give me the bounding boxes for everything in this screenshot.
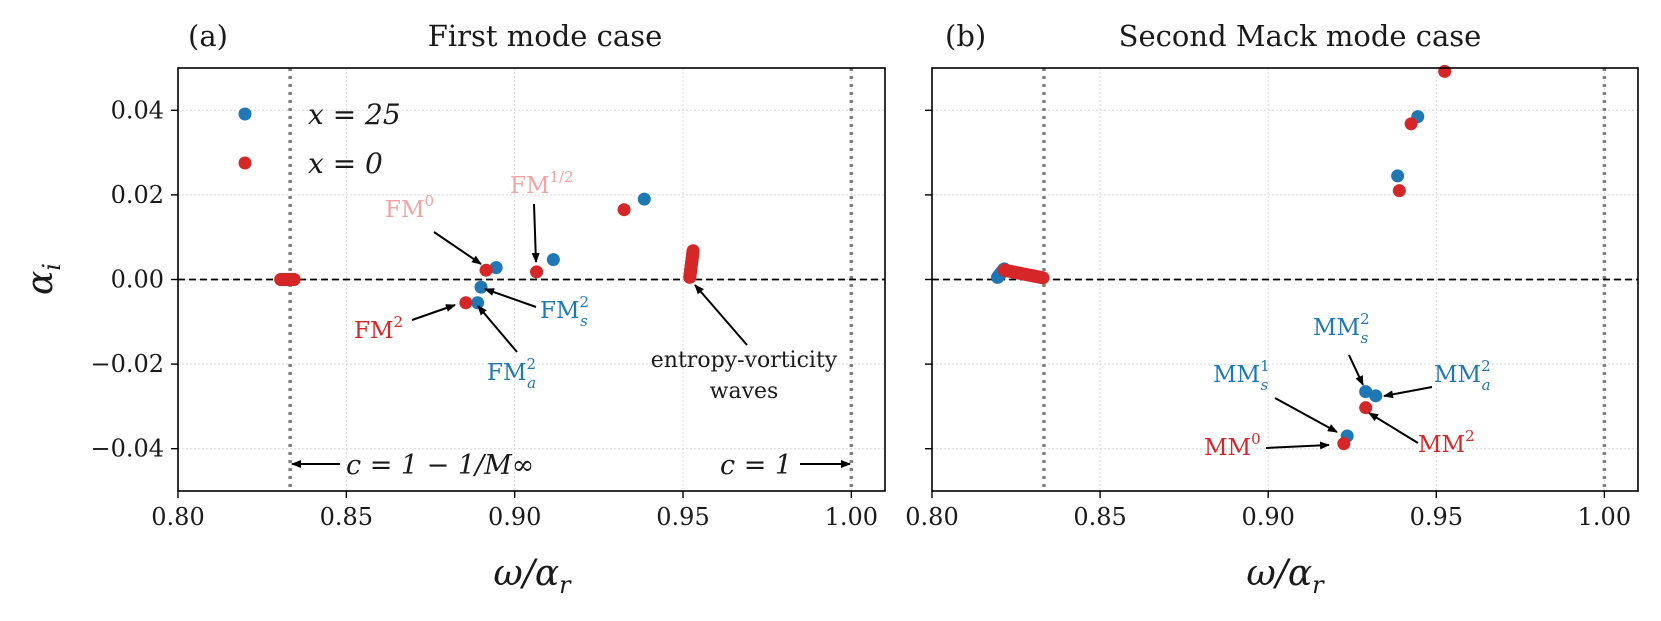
x-axis-label: ω/αr (1246, 553, 1325, 599)
legend-marker-x25 (238, 107, 252, 121)
data-point (1359, 401, 1373, 415)
label-fm2-red: FM2 (354, 313, 403, 344)
panel-title: First mode case (428, 19, 663, 53)
label-mm2-s: MM2 s (1313, 310, 1370, 347)
x-tick-label: 0.95 (1410, 503, 1463, 531)
data-marks (274, 192, 700, 310)
x-tick-label: 0.90 (1241, 503, 1294, 531)
panel-second-mack-mode: 0.80 0.85 0.90 0.95 1.00 (b) Second Mack mod… (905, 19, 1639, 599)
panel-tag: (b) (945, 19, 986, 53)
y-tick-label: 0.00 (111, 266, 164, 294)
arrow-mm0 (1265, 441, 1330, 450)
legend: x = 25 x = 0 (238, 98, 401, 180)
label-mm2-red: MM2 (1418, 427, 1475, 458)
label-mm1-s: MM1 s (1213, 357, 1270, 394)
data-point (1392, 184, 1406, 198)
data-point (1337, 437, 1351, 451)
data-point (546, 253, 560, 267)
reference-lines (932, 68, 1638, 491)
data-point (1391, 169, 1405, 183)
data-point (637, 192, 651, 206)
data-point (617, 203, 631, 217)
cluster-point (1036, 271, 1050, 285)
reference-lines (178, 68, 885, 491)
label-fm2-s: FM2 s (540, 293, 589, 330)
data-point (530, 265, 544, 279)
y-tick-label: −0.02 (90, 350, 164, 378)
data-point (471, 296, 485, 310)
cluster-point (287, 273, 301, 286)
arrow-fm2-a (477, 305, 518, 353)
x-tick-label: 0.95 (656, 503, 709, 531)
panel-title: Second Mack mode case (1119, 19, 1482, 53)
label-fm2-a: FM2 a (487, 355, 536, 392)
x-tick-label: 1.00 (825, 503, 878, 531)
data-point (459, 296, 473, 310)
data-point (1404, 117, 1418, 131)
y-tick-label: 0.04 (111, 96, 164, 124)
data-point (474, 280, 488, 294)
cluster-point (686, 244, 700, 258)
y-tick-label: −0.04 (90, 435, 164, 463)
x-tick-label: 0.80 (151, 503, 204, 531)
arrow-fm0 (433, 231, 482, 265)
label-fm0: FM0 (385, 192, 434, 223)
legend-label-x25: x = 25 (308, 98, 401, 131)
label-phase-left: c = 1 − 1/M∞ (346, 450, 534, 481)
arrow-fm-half (531, 203, 540, 263)
data-point (479, 263, 493, 277)
data-point (1369, 389, 1383, 403)
data-point (1438, 64, 1452, 78)
note-waves: waves (710, 379, 779, 404)
data-point (489, 261, 503, 275)
arrow-mm1-s (1274, 397, 1338, 433)
arrow-mm2-a (1383, 386, 1433, 399)
annotations: MM2 s MM2 a MM1 s MM0 MM2 (1204, 310, 1491, 461)
legend-label-x0: x = 0 (308, 147, 383, 180)
arrow-fm2-red (411, 304, 456, 321)
panel-first-mode: 0.80 0.85 0.90 0.95 1.00 0.04 0.02 0.00 −0.02 −0.… (20, 19, 886, 599)
x-tick-label: 0.90 (488, 503, 541, 531)
arrow-fm2-s (484, 288, 537, 308)
x-tick-label: 0.80 (905, 503, 958, 531)
panel-tag: (a) (188, 19, 228, 53)
note-entropy: entropy-vorticity (651, 348, 838, 373)
legend-marker-x0 (238, 156, 252, 170)
x-tick-label: 1.00 (1578, 503, 1631, 531)
label-mm2-a: MM2 a (1434, 357, 1491, 394)
data-point (1359, 385, 1373, 399)
y-axis-label: αi (20, 263, 66, 295)
data-marks (991, 64, 1452, 451)
axis-ticks: 0.80 0.85 0.90 0.95 1.00 0.04 0.02 0.00 −0.02 −0.… (90, 96, 878, 531)
arrow-mm2-red (1368, 412, 1419, 444)
axis-ticks: 0.80 0.85 0.90 0.95 1.00 (905, 109, 1631, 531)
label-fm-half: FM1/2 (510, 168, 574, 199)
annotations: FM0 FM1/2 FM2 FM2 s FM2 a entropy-vorticit… (291, 168, 851, 481)
label-phase-right: c = 1 (720, 450, 792, 481)
label-mm0: MM0 (1204, 430, 1261, 461)
x-tick-label: 0.85 (320, 503, 373, 531)
x-axis-label: ω/αr (493, 553, 572, 599)
arrow-entropy (694, 284, 748, 346)
y-tick-label: 0.02 (111, 181, 164, 209)
arrow-mm2-s (1348, 354, 1364, 386)
x-tick-label: 0.85 (1073, 503, 1126, 531)
